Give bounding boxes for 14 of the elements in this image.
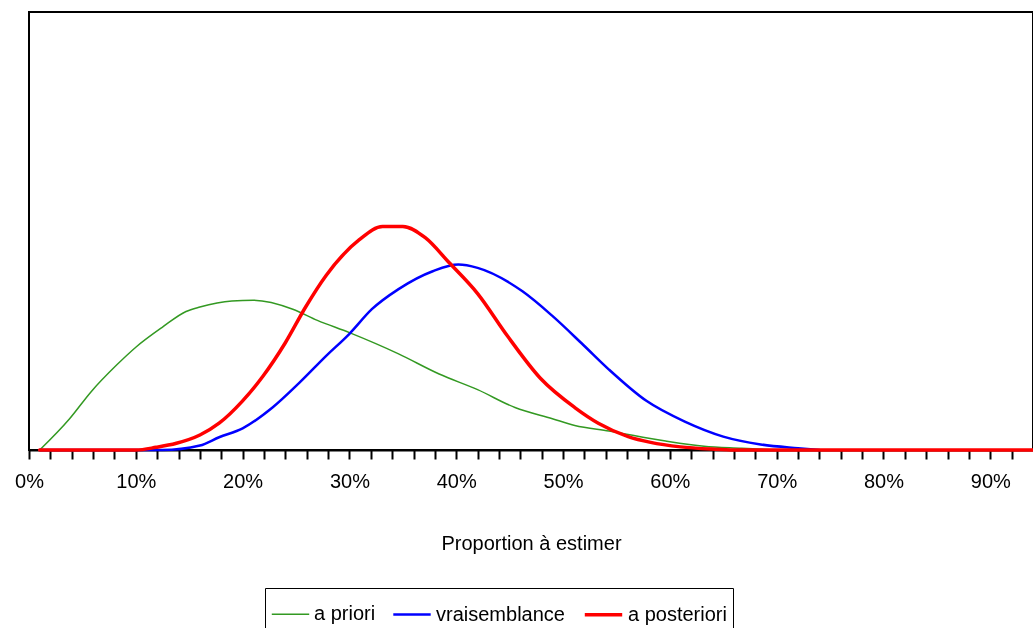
x-tick-label: 0% bbox=[15, 469, 45, 492]
x-tick-label: 20% bbox=[223, 469, 264, 492]
x-axis-title: Proportion à estimer bbox=[441, 531, 622, 554]
x-tick-label: 60% bbox=[650, 469, 691, 492]
x-tick-label: 70% bbox=[757, 469, 798, 492]
x-tick-label: 30% bbox=[329, 469, 371, 492]
x-tick-label: 90% bbox=[970, 469, 1012, 492]
legend-label: a posteriori bbox=[628, 602, 727, 625]
legend-label: vraisemblance bbox=[436, 602, 565, 625]
x-tick-label: 80% bbox=[863, 469, 905, 492]
x-tick-label: 40% bbox=[436, 469, 477, 492]
legend-label: a priori bbox=[314, 602, 376, 625]
x-tick-label: 10% bbox=[116, 469, 157, 492]
x-tick-label: 50% bbox=[543, 469, 584, 492]
